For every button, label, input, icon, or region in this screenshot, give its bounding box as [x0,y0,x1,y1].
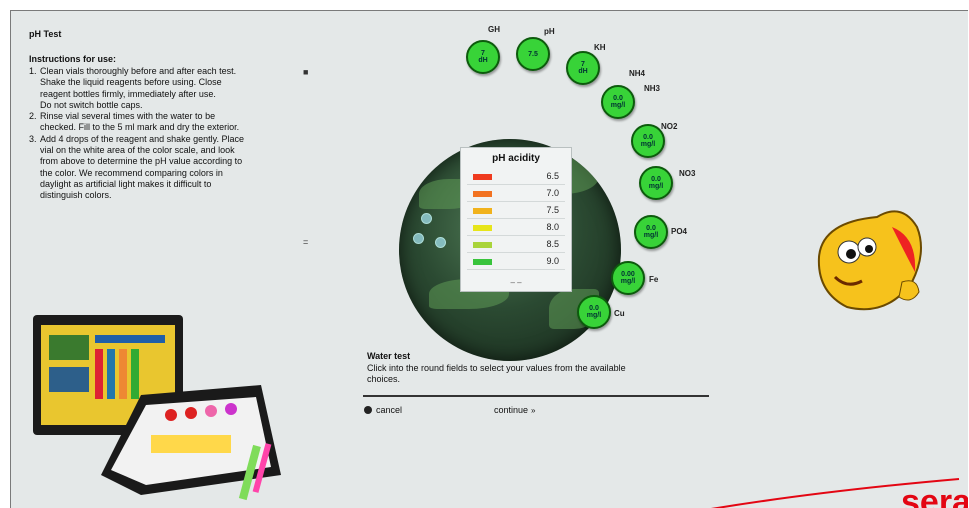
param-label-nh3: NH3 [644,84,661,93]
step-line: Clean vials thoroughly before and after … [40,66,237,76]
param-label-no2: NO2 [661,122,678,131]
step-line: daylight as artificial light makes it di… [40,178,212,189]
param-value: 0.0 mg/l [648,176,664,190]
fish-mascot [817,210,922,311]
param-value: 0.0 mg/l [643,225,659,239]
ph-value: 7.5 [546,205,559,215]
ph-swatch [473,191,492,197]
param-button-po4[interactable]: 0.0 mg/l [634,215,668,249]
ph-color-scale: pH acidity 6.5 7.0 7.5 8.0 8.5 9.0 – – [460,147,572,292]
step-number: 3. [29,133,37,144]
ph-row[interactable]: 6.5 [467,170,565,185]
ph-swatch [473,225,492,231]
param-button-kh[interactable]: 7 dH [566,51,600,85]
step-line: Shake the liquid reagents before using. … [40,77,222,88]
scroll-marker: = [303,237,309,247]
ph-swatch [473,174,492,180]
param-label-no3: NO3 [679,169,696,178]
param-label-fe: Fe [649,275,659,284]
svg-text:sera: sera [901,483,968,508]
test-kit-image [33,315,281,501]
param-value: 0.0 mg/l [640,134,656,148]
ph-value: 9.0 [546,256,559,266]
forward-icon: » [531,406,536,415]
ph-value: 8.0 [546,222,559,232]
param-value: 0.0 mg/l [610,95,626,109]
param-button-ph[interactable]: 7.5 [516,37,550,71]
cancel-icon [364,406,372,414]
step-line: checked. Fill to the 5 ml mark and dry t… [40,122,240,133]
ph-value: 7.0 [546,188,559,198]
step-line: Add 4 drops of the reagent and shake gen… [40,133,244,144]
ph-swatch [473,259,492,265]
step-line: Rinse vial several times with the water … [40,111,216,122]
ph-value: 6.5 [546,171,559,181]
param-button-nh4[interactable]: 0.0 mg/l [601,85,635,119]
ph-row[interactable]: 8.5 [467,238,565,253]
water-test-title: Water test [367,351,411,361]
page-title: pH Test [29,29,62,39]
continue-label: continue [494,405,529,415]
cancel-button[interactable]: cancel [364,405,402,415]
ph-swatch [473,242,492,248]
instruction-step: 1. Clean vials thoroughly before and aft… [29,66,319,111]
param-label-po4: PO4 [671,227,688,236]
ph-swatch [473,208,492,214]
scroll-marker: ■ [303,67,309,77]
water-test-text: Click into the round fields to select yo… [367,363,626,384]
param-value: 0.00 mg/l [620,271,636,285]
instruction-step: 2. Rinse vial several times with the wat… [29,111,319,134]
ph-row[interactable]: 9.0 [467,255,565,270]
instruction-step: 3. Add 4 drops of the reagent and shake … [29,134,319,202]
param-label-cu: Cu [614,309,625,318]
ph-row[interactable]: 8.0 [467,221,565,236]
sera-logo: sera [710,478,968,508]
ph-value: 8.5 [546,239,559,249]
param-button-no2[interactable]: 0.0 mg/l [631,124,665,158]
param-label-kh: KH [594,43,606,52]
step-line: vial on the white area of the color scal… [40,145,235,156]
param-value: 7 dH [478,50,488,64]
param-button-fe[interactable]: 0.00 mg/l [611,261,645,295]
divider [363,395,709,397]
step-number: 2. [29,111,37,122]
param-label-ph: pH [544,27,555,36]
ph-row[interactable]: 7.0 [467,187,565,202]
step-line: Do not switch bottle caps. [40,99,143,110]
ph-row[interactable]: 7.5 [467,204,565,219]
continue-button[interactable]: continue» [494,405,535,415]
cancel-label: cancel [376,405,403,415]
instructions-heading: Instructions for use: [29,54,117,64]
step-line: distinguish colors. [40,190,112,201]
ph-scale-title: pH acidity [492,153,540,164]
step-line: reagent bottles firmly, immediately afte… [40,88,216,99]
step-line: from above to determine the pH value acc… [40,156,243,167]
param-label-gh: GH [488,25,500,34]
main-panel: pH Test Instructions for use: 1. Clean v… [10,10,968,508]
param-value: 0.0 mg/l [586,305,602,319]
step-line: the color. We recommend comparing colors… [40,167,223,178]
ph-scale-footer: – – [510,278,522,287]
step-number: 1. [29,66,37,76]
param-button-gh[interactable]: 7 dH [466,40,500,74]
param-value: 7 dH [578,61,588,75]
param-button-no3[interactable]: 0.0 mg/l [639,166,673,200]
instruction-steps: 1. Clean vials thoroughly before and aft… [29,66,319,202]
param-label-nh4: NH4 [629,69,646,78]
param-button-cu[interactable]: 0.0 mg/l [577,295,611,329]
param-value: 7.5 [528,50,538,58]
